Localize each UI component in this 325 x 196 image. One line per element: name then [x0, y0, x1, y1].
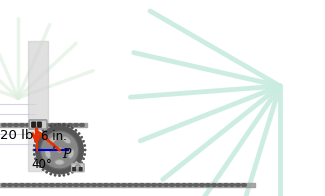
- FancyBboxPatch shape: [29, 120, 47, 129]
- FancyBboxPatch shape: [72, 167, 76, 171]
- Ellipse shape: [46, 127, 48, 129]
- Ellipse shape: [63, 137, 71, 144]
- Ellipse shape: [54, 124, 56, 126]
- Circle shape: [40, 131, 79, 169]
- Ellipse shape: [81, 136, 83, 138]
- Ellipse shape: [75, 169, 77, 171]
- Ellipse shape: [42, 169, 44, 171]
- Ellipse shape: [58, 123, 60, 125]
- Ellipse shape: [81, 162, 83, 164]
- Ellipse shape: [67, 125, 69, 127]
- Ellipse shape: [83, 158, 84, 160]
- Ellipse shape: [84, 149, 86, 151]
- Ellipse shape: [63, 124, 65, 126]
- Text: 20 lb: 20 lb: [0, 129, 33, 142]
- Ellipse shape: [42, 129, 44, 132]
- FancyBboxPatch shape: [37, 122, 41, 127]
- Ellipse shape: [33, 153, 35, 156]
- Ellipse shape: [45, 149, 51, 158]
- FancyBboxPatch shape: [79, 167, 82, 171]
- Circle shape: [75, 165, 81, 171]
- Ellipse shape: [71, 171, 73, 173]
- Ellipse shape: [39, 132, 41, 135]
- Circle shape: [58, 148, 61, 152]
- Ellipse shape: [63, 174, 65, 176]
- Ellipse shape: [39, 165, 41, 168]
- Ellipse shape: [50, 125, 52, 127]
- Ellipse shape: [48, 137, 56, 144]
- Ellipse shape: [50, 173, 52, 175]
- Circle shape: [56, 147, 63, 153]
- Ellipse shape: [67, 173, 69, 175]
- Ellipse shape: [33, 149, 35, 151]
- Ellipse shape: [83, 140, 84, 142]
- Ellipse shape: [78, 132, 80, 135]
- Circle shape: [35, 125, 84, 174]
- Ellipse shape: [34, 158, 36, 160]
- Polygon shape: [58, 148, 79, 167]
- Ellipse shape: [84, 144, 86, 147]
- Text: P: P: [62, 149, 71, 162]
- Ellipse shape: [78, 165, 80, 168]
- Ellipse shape: [33, 144, 35, 147]
- Text: 40°: 40°: [31, 158, 52, 171]
- Text: 6 in.: 6 in.: [41, 130, 67, 143]
- Ellipse shape: [36, 162, 38, 164]
- Ellipse shape: [58, 174, 60, 177]
- FancyBboxPatch shape: [32, 122, 36, 127]
- Ellipse shape: [54, 174, 56, 176]
- Ellipse shape: [84, 153, 86, 156]
- Ellipse shape: [34, 140, 36, 142]
- Ellipse shape: [36, 136, 38, 138]
- Ellipse shape: [55, 160, 64, 165]
- Ellipse shape: [68, 149, 74, 158]
- Ellipse shape: [71, 127, 73, 129]
- FancyBboxPatch shape: [72, 164, 84, 172]
- Ellipse shape: [75, 129, 77, 132]
- Ellipse shape: [46, 171, 48, 173]
